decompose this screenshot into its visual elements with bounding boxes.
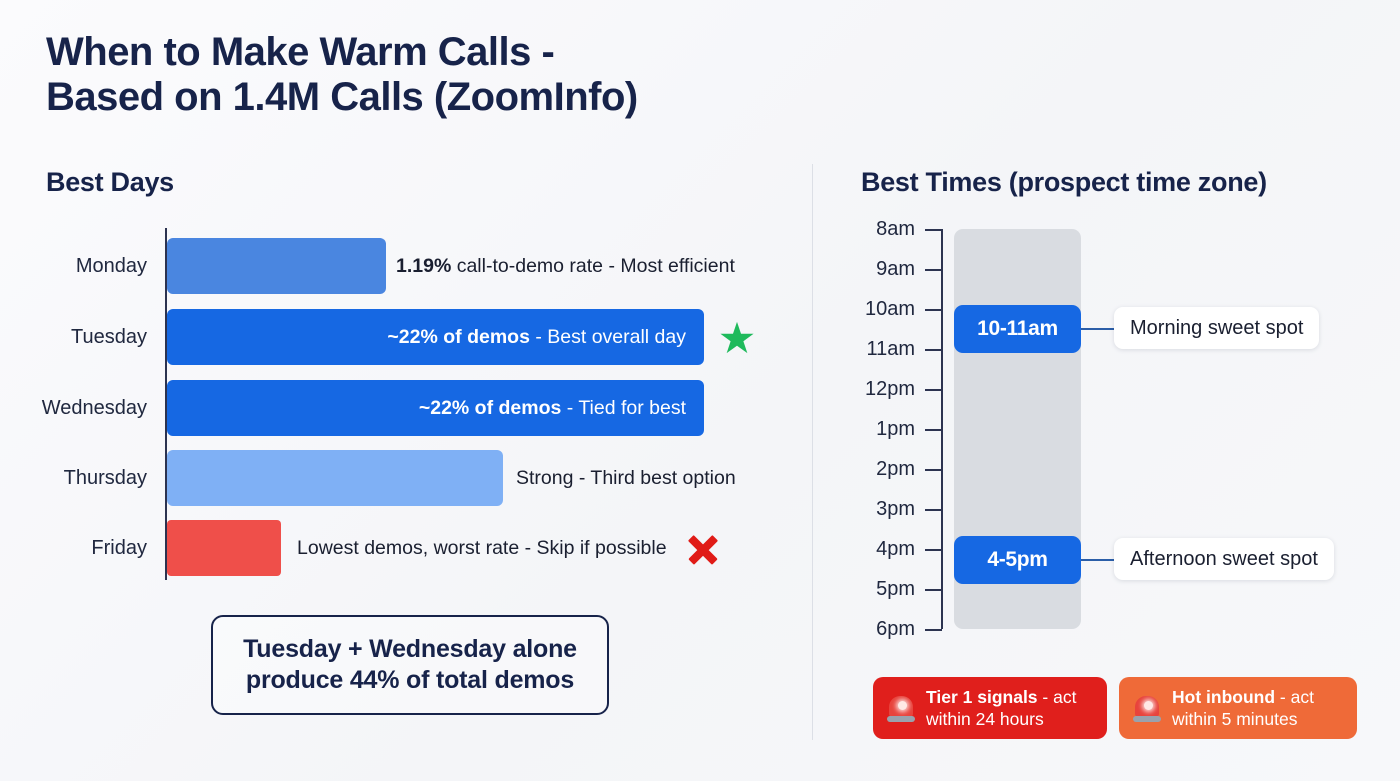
title-line-2: Based on 1.4M Calls (ZoomInfo) (46, 75, 638, 119)
bar-wednesday: ~22% of demos - Tied for best (167, 380, 704, 436)
timeline-axis (941, 229, 943, 629)
timeline-tick (925, 229, 942, 231)
table-row: Wednesday ~22% of demos - Tied for best (0, 380, 790, 436)
table-row: Tuesday ~22% of demos - Best overall day (0, 309, 790, 365)
timeline-tick (925, 469, 942, 471)
best-days-heading: Best Days (46, 167, 174, 197)
timeline-time-9am: 9am (876, 258, 915, 280)
bar-monday (167, 238, 386, 294)
best-days-bar-chart: Monday 1.19% call-to-demo rate - Most ef… (0, 0, 812, 781)
timeline-time-12pm: 12pm (864, 378, 915, 400)
timeline-time-8am: 8am (876, 218, 915, 240)
timeline-time-4pm: 4pm (876, 538, 915, 560)
timeline-time-5pm: 5pm (876, 578, 915, 600)
bar-annotation-tuesday: ~22% of demos - Best overall day (387, 309, 686, 365)
bar-annotation-wednesday-bold: ~22% of demos (418, 397, 562, 419)
summary-callout: Tuesday + Wednesday alone produce 44% of… (211, 615, 609, 715)
bar-label-wednesday: Wednesday (41, 397, 147, 419)
bar-annotation-tuesday-bold: ~22% of demos (387, 326, 530, 348)
table-row: Monday 1.19% call-to-demo rate - Most ef… (0, 238, 790, 294)
bar-annotation-monday-bold: 1.19% (396, 255, 452, 277)
bar-annotation-monday: 1.19% call-to-demo rate - Most efficient (396, 238, 735, 294)
bar-label-friday: Friday (91, 537, 147, 559)
timeline-tick (925, 589, 942, 591)
bar-label-tuesday: Tuesday (71, 326, 147, 348)
timeline-time-11am: 11am (866, 338, 915, 360)
badge-tier1-text: Tier 1 signals - act within 24 hours (926, 686, 1076, 730)
panel-divider (812, 164, 813, 740)
timeline-time-label: 12pm (845, 379, 915, 399)
bar-annotation-friday: Lowest demos, worst rate - Skip if possi… (297, 537, 667, 559)
timeline-time-1pm: 1pm (876, 418, 915, 440)
page-title: When to Make Warm Calls - Based on 1.4M … (46, 30, 806, 120)
bar-label-thursday: Thursday (63, 467, 147, 489)
bar-annotation-wednesday-rest: - Tied for best (561, 397, 686, 419)
bar-annotation-monday-rest: call-to-demo rate - Most efficient (451, 255, 735, 277)
timeline-block-afternoon[interactable]: 4-5pm (954, 536, 1081, 584)
bar-thursday (167, 450, 503, 506)
timeline-time-10am: 10am (864, 298, 915, 320)
timeline-time-label: 10am (845, 299, 915, 319)
timeline-callout-afternoon: Afternoon sweet spot (1114, 538, 1334, 580)
bar-annotation-tuesday-rest: - Best overall day (529, 326, 686, 348)
timeline-tick (925, 309, 942, 311)
table-row: Thursday Strong - Third best option (0, 450, 790, 506)
title-line-1: When to Make Warm Calls - (46, 30, 555, 74)
bar-chart-axis (165, 228, 167, 580)
timeline-time-2pm: 2pm (876, 458, 915, 480)
timeline-time-label: 9am (845, 259, 915, 279)
timeline-time-3pm: 3pm (876, 498, 915, 520)
timeline-time-label: 4pm (845, 539, 915, 559)
timeline-time-label: 6pm (845, 619, 915, 639)
timeline-callout-morning: Morning sweet spot (1114, 307, 1320, 349)
timeline-connector-morning (1081, 328, 1114, 330)
summary-line-1: Tuesday + Wednesday alone (243, 635, 577, 663)
star-icon (720, 309, 754, 365)
siren-icon (887, 693, 915, 723)
cross-icon (688, 520, 718, 576)
badge-tier1-rest: - act (1037, 687, 1077, 707)
bar-annotation-wednesday: ~22% of demos - Tied for best (419, 380, 686, 436)
badge-inbound-bold: Hot inbound (1172, 687, 1276, 707)
badge-inbound-line2: within 5 minutes (1172, 709, 1298, 729)
timeline-time-label: 1pm (845, 419, 915, 439)
siren-icon (1133, 693, 1161, 723)
timeline-tick (925, 349, 942, 351)
timeline-time-label: 3pm (845, 499, 915, 519)
table-row: Friday Lowest demos, worst rate - Skip i… (0, 520, 790, 576)
bar-label-monday: Monday (75, 255, 147, 277)
timeline-tick (925, 629, 942, 631)
timeline-tick (925, 269, 942, 271)
bar-tuesday: ~22% of demos - Best overall day (167, 309, 704, 365)
bar-annotation-thursday: Strong - Third best option (516, 467, 736, 489)
best-times-heading: Best Times (prospect time zone) (861, 167, 1267, 197)
badge-inbound-rest: - act (1275, 687, 1314, 707)
timeline-time-6pm: 6pm (876, 618, 915, 640)
timeline-time-label: 5pm (845, 579, 915, 599)
bar-friday (167, 520, 281, 576)
timeline-tick (925, 549, 942, 551)
timeline-tick (925, 389, 942, 391)
timeline-time-label: 8am (845, 219, 915, 239)
summary-line-2: produce 44% of total demos (245, 666, 575, 694)
timeline-time-label: 2pm (845, 459, 915, 479)
badge-tier1-signals: Tier 1 signals - act within 24 hours (873, 677, 1107, 739)
timeline-block-morning[interactable]: 10-11am (954, 305, 1081, 353)
timeline-tick (925, 509, 942, 511)
badge-inbound-text: Hot inbound - act within 5 minutes (1172, 686, 1314, 730)
timeline-tick (925, 429, 942, 431)
badge-tier1-bold: Tier 1 signals (926, 687, 1038, 707)
badge-tier1-line2: within 24 hours (926, 709, 1044, 729)
badge-hot-inbound: Hot inbound - act within 5 minutes (1119, 677, 1357, 739)
timeline-connector-afternoon (1081, 559, 1114, 561)
timeline-time-label: 11am (845, 339, 915, 359)
